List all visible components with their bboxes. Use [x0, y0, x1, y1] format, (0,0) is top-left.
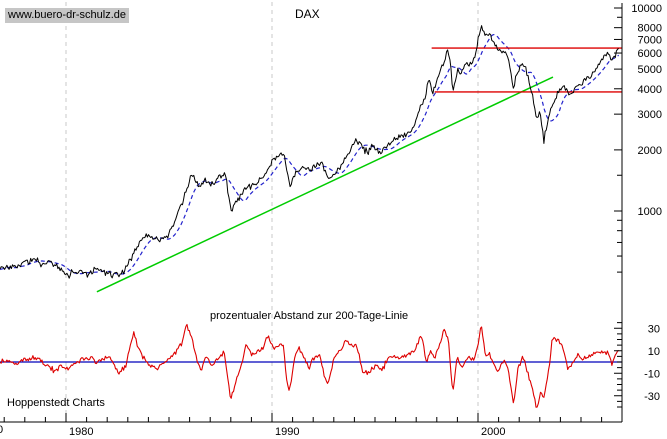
chart-source-label: Hoppenstedt Charts [7, 397, 105, 409]
svg-text:10: 10 [648, 346, 660, 358]
svg-text:-10: -10 [644, 368, 660, 380]
svg-text:10000: 10000 [631, 3, 662, 15]
svg-text:2000: 2000 [481, 426, 505, 438]
svg-text:4000: 4000 [638, 84, 662, 96]
svg-text:1980: 1980 [69, 426, 93, 438]
svg-text:6000: 6000 [638, 48, 662, 60]
svg-text:3000: 3000 [638, 109, 662, 121]
svg-text:30: 30 [648, 323, 660, 335]
oscillator-panel-title: prozentualer Abstand zur 200-Tage-Linie [210, 310, 409, 322]
svg-text:5000: 5000 [638, 64, 662, 76]
svg-text:-30: -30 [644, 391, 660, 403]
svg-text:2000: 2000 [638, 145, 662, 157]
svg-text:1990: 1990 [275, 426, 299, 438]
svg-text:1000: 1000 [638, 206, 662, 218]
chart-title: DAX [295, 7, 320, 21]
svg-text:7000: 7000 [638, 34, 662, 46]
svg-text:8000: 8000 [638, 23, 662, 35]
watermark-link[interactable]: www.buero-dr-schulz.de [5, 8, 129, 23]
x-axis-label-partial: 0 [0, 424, 4, 436]
